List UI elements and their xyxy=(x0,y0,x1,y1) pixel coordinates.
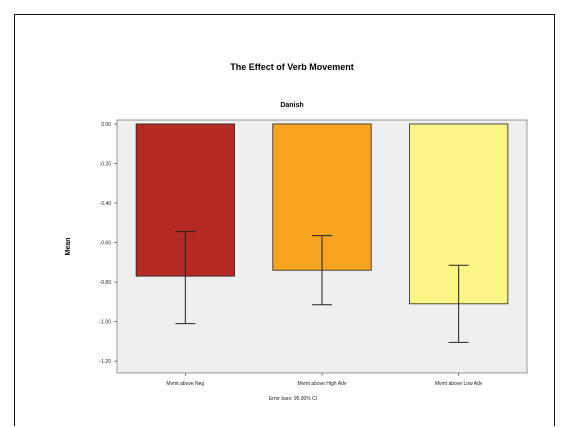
error-bar xyxy=(448,264,469,343)
chart-frame: The Effect of Verb Movement Danish 0.00 -… xyxy=(14,14,555,426)
error-bar-footnote: Error bars: 95.00% CI xyxy=(269,396,317,402)
y-tick-label: -1.00 xyxy=(100,320,112,326)
y-axis-label: Mean xyxy=(65,238,72,256)
chart-subtitle: Danish xyxy=(280,102,303,109)
x-axis: Mvmt above Neg Mvmt above High Adv Mvmt ab… xyxy=(166,373,483,387)
x-tick-label: Mvmt above High Adv xyxy=(298,381,347,387)
y-tick-label: -1.20 xyxy=(100,359,112,365)
y-tick-label: -0.40 xyxy=(100,201,112,207)
y-tick-label: -0.80 xyxy=(100,280,112,286)
chart-title: The Effect of Verb Movement xyxy=(230,62,354,72)
error-bars xyxy=(175,231,469,343)
chart-svg: The Effect of Verb Movement Danish 0.00 -… xyxy=(65,62,528,402)
error-bar xyxy=(175,231,196,325)
y-tick-label: -0.60 xyxy=(100,241,112,247)
y-tick-label: 0.00 xyxy=(101,122,111,128)
x-tick-label: Mvmt above Low Adv xyxy=(435,381,483,387)
x-tick-label: Mvmt above Neg xyxy=(166,381,204,387)
y-tick-label: -0.20 xyxy=(100,161,112,167)
error-bar xyxy=(312,235,332,306)
y-axis: 0.00 -0.20 -0.40 -0.60 -0.80 -1.00 -1.20 xyxy=(100,122,117,365)
